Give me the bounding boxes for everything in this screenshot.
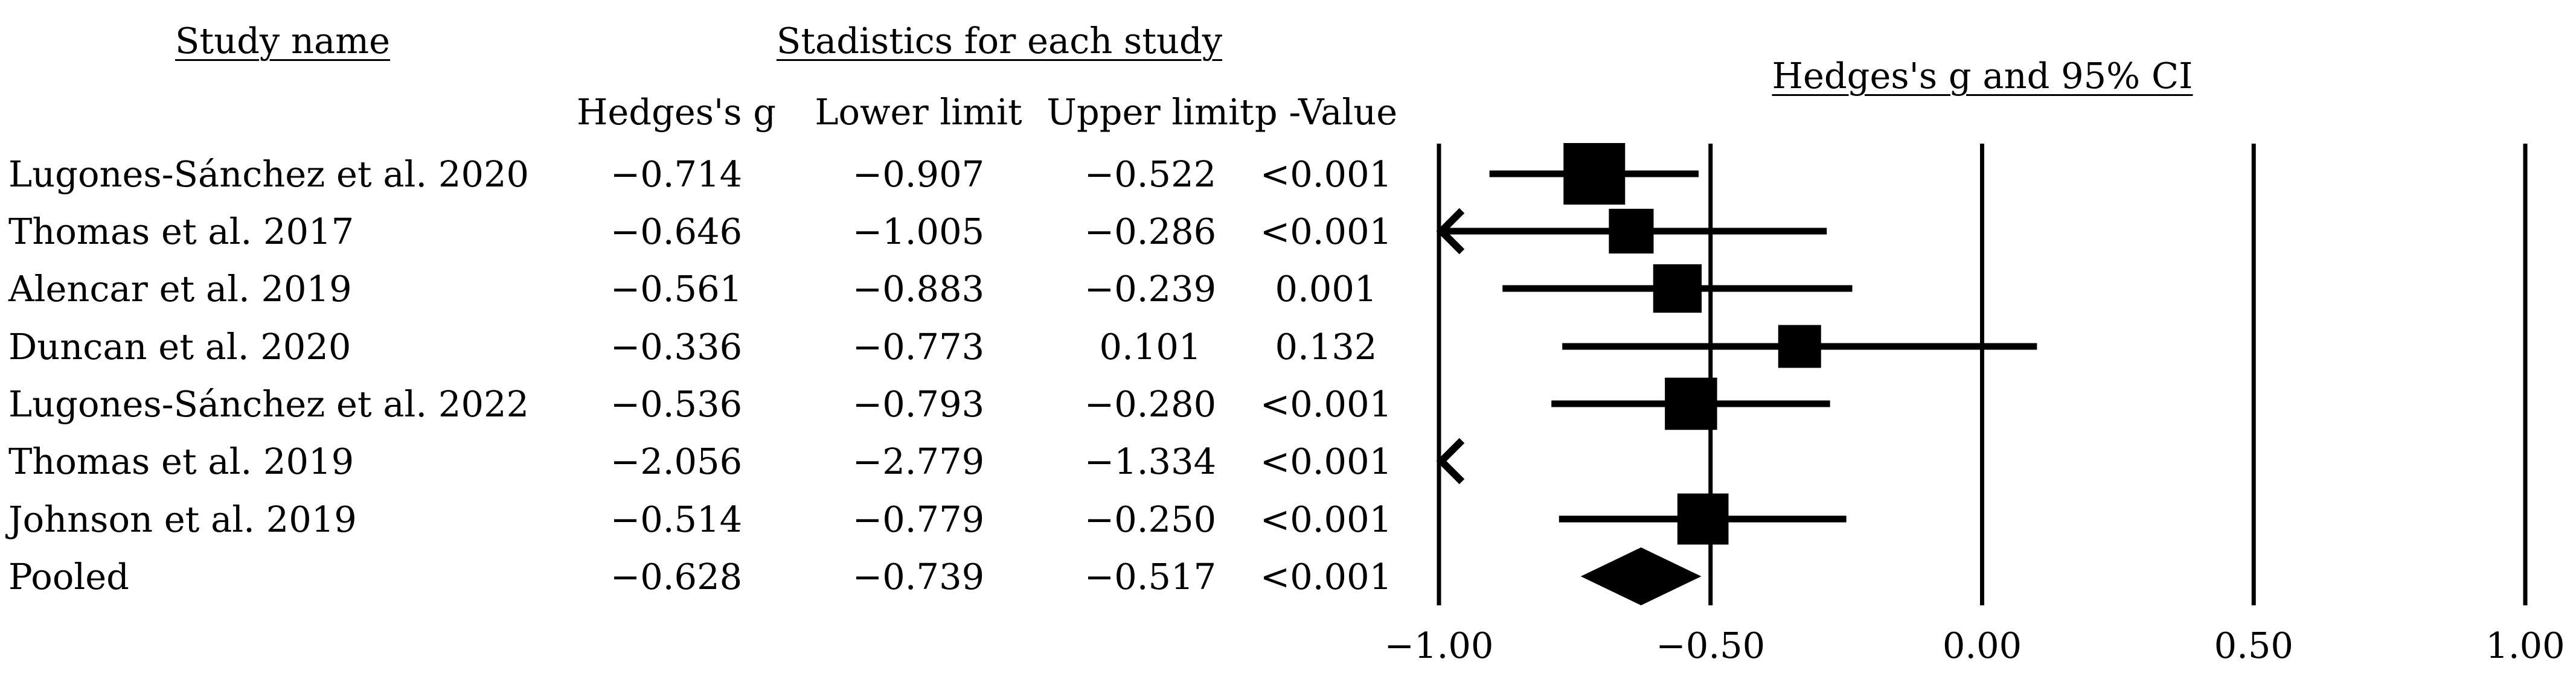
x-tick-label: 0.50 (2214, 625, 2293, 666)
hedges-g-value: −2.056 (610, 441, 743, 482)
lower-limit-value: −1.005 (852, 211, 985, 252)
hedges-g-value: −0.646 (610, 211, 743, 252)
lower-limit-value: −2.779 (852, 441, 985, 482)
upper-limit-value: −0.522 (1084, 153, 1217, 195)
study-name-header: Study name (175, 20, 391, 62)
p-value: <0.001 (1260, 556, 1392, 597)
lower-limit-value: −0.739 (852, 556, 985, 597)
x-tick-label: 1.00 (2485, 625, 2565, 666)
study-effect-square (1778, 325, 1821, 368)
lower-limit-value: −0.779 (852, 499, 985, 540)
upper-limit-value: −0.517 (1084, 556, 1217, 597)
study-name: Lugones-Sánchez et al. 2022 (8, 383, 530, 425)
study-name: Duncan et al. 2020 (8, 326, 351, 368)
hedges-g-value: −0.628 (610, 556, 743, 597)
ci-left-arrow (1436, 438, 1465, 485)
hedges-g-value: −0.561 (610, 268, 743, 310)
study-name: Lugones-Sánchez et al. 2020 (8, 153, 530, 195)
study-name: Thomas et al. 2019 (8, 441, 354, 482)
study-name: Alencar et al. 2019 (8, 268, 352, 310)
ci-left-arrow (1436, 208, 1465, 255)
hedges-g-value: −0.514 (610, 499, 743, 540)
col-header-upper-limit: Upper limit (1046, 91, 1254, 133)
study-effect-square (1563, 143, 1626, 205)
x-tick-label: 0.00 (1943, 625, 2022, 666)
upper-limit-value: −1.334 (1084, 441, 1217, 482)
lower-limit-value: −0.883 (852, 268, 985, 310)
col-header-hedges-g: Hedges's g (576, 91, 777, 133)
p-value: <0.001 (1260, 153, 1392, 195)
x-tick-label: −0.50 (1656, 625, 1765, 666)
p-value: <0.001 (1260, 211, 1392, 252)
upper-limit-value: −0.250 (1084, 499, 1217, 540)
study-effect-square (1665, 377, 1717, 430)
p-value: <0.001 (1260, 441, 1392, 482)
upper-limit-value: −0.286 (1084, 211, 1217, 252)
col-header-p-value: p -Value (1254, 91, 1398, 133)
upper-limit-value: −0.280 (1084, 383, 1217, 425)
hedges-g-value: −0.536 (610, 383, 743, 425)
upper-limit-value: 0.101 (1099, 326, 1202, 368)
study-name: Thomas et al. 2017 (8, 211, 354, 252)
col-header-lower-limit: Lower limit (815, 91, 1022, 133)
pooled-label: Pooled (8, 556, 129, 597)
p-value: 0.132 (1275, 326, 1377, 368)
p-value: <0.001 (1260, 383, 1392, 425)
hedges-g-value: −0.714 (610, 153, 743, 195)
x-tick-label: −1.00 (1385, 625, 1494, 666)
hedges-g-value: −0.336 (610, 326, 743, 368)
lower-limit-value: −0.793 (852, 383, 985, 425)
pooled-diamond (1580, 547, 1702, 605)
p-value: <0.001 (1260, 499, 1392, 540)
p-value: 0.001 (1275, 268, 1377, 310)
upper-limit-value: −0.239 (1084, 268, 1217, 310)
study-effect-square (1677, 493, 1729, 545)
study-name: Johnson et al. 2019 (8, 499, 357, 540)
study-effect-square (1653, 264, 1702, 313)
study-effect-square (1609, 208, 1654, 254)
lower-limit-value: −0.907 (852, 153, 985, 195)
lower-limit-value: −0.773 (852, 326, 985, 368)
plot-title: Hedges's g and 95% CI (1772, 55, 2193, 97)
statistics-header: Stadistics for each study (776, 20, 1223, 62)
